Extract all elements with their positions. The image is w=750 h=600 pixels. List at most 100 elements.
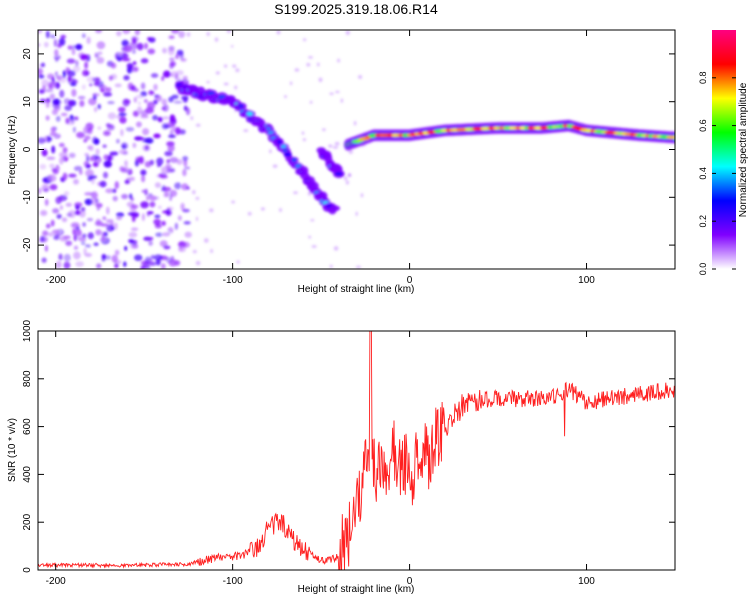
noise-blob <box>173 101 182 104</box>
y-tick-label: 200 <box>22 513 33 530</box>
noise-blob <box>97 159 100 164</box>
faint-blob <box>310 101 313 104</box>
noise-blob <box>66 213 72 217</box>
noise-blob <box>127 63 134 68</box>
noise-blob <box>56 214 61 219</box>
faint-blob <box>248 212 252 216</box>
noise-blob <box>100 85 108 93</box>
faint-blob <box>335 91 340 94</box>
noise-blob <box>144 43 148 50</box>
noise-blob <box>59 38 66 46</box>
faint-blob <box>328 144 333 148</box>
noise-blob <box>57 76 61 80</box>
colorbar-tick-label: 0.0 <box>698 263 708 276</box>
noise-blob <box>71 222 80 228</box>
noise-blob <box>47 73 54 79</box>
noise-blob <box>119 149 128 154</box>
faint-blob <box>204 238 209 243</box>
snr-ylabel: SNR (10 * v/v) <box>7 418 18 482</box>
figure: S199.2025.319.18.06.R14 -200 -100 0 100 201… <box>0 0 750 600</box>
noise-blob <box>170 114 176 122</box>
faint-blob <box>308 56 313 59</box>
noise-blob <box>77 234 86 240</box>
noise-blob <box>127 202 135 207</box>
faint-blob <box>354 121 357 125</box>
noise-blob <box>97 126 101 130</box>
noise-blob <box>42 149 48 156</box>
spectrogram-xlabel: Height of straight line (km) <box>298 284 415 295</box>
noise-blob <box>66 203 72 207</box>
noise-blob <box>50 95 55 99</box>
noise-blob <box>111 63 116 69</box>
noise-blob <box>50 34 55 38</box>
noise-blob <box>106 207 109 215</box>
faint-blob <box>306 63 310 67</box>
noise-blob <box>45 89 54 92</box>
x-tick-label: -200 <box>46 275 66 286</box>
noise-blob <box>76 132 85 138</box>
y-tick-label: 20 <box>22 48 33 60</box>
noise-blob <box>73 252 81 260</box>
noise-blob <box>36 68 43 75</box>
noise-blob <box>86 164 91 169</box>
noise-blob <box>171 28 179 34</box>
noise-blob <box>161 99 167 106</box>
noise-blob <box>136 95 143 99</box>
snr-series-line <box>38 331 674 570</box>
noise-blob <box>103 130 110 135</box>
snr-y-axis: 10008006004002000 <box>22 319 675 572</box>
noise-blob <box>140 265 145 271</box>
noise-blob <box>144 189 147 196</box>
noise-blob <box>177 77 181 80</box>
noise-blob <box>83 248 86 255</box>
noise-blob <box>162 123 169 130</box>
spectrogram-plot-area <box>34 27 679 271</box>
noise-blob <box>50 184 58 190</box>
faint-blob <box>224 83 229 86</box>
noise-blob <box>62 217 67 222</box>
noise-blob <box>132 143 136 148</box>
noise-blob <box>46 223 51 228</box>
noise-blob <box>163 104 169 111</box>
noise-blob <box>120 129 123 136</box>
noise-blob <box>72 49 76 56</box>
noise-blob <box>56 116 61 122</box>
noise-blob <box>108 155 113 161</box>
noise-blob <box>42 258 47 263</box>
noise-blob <box>169 157 178 163</box>
noise-blob <box>92 93 100 97</box>
noise-blob <box>58 254 62 261</box>
faint-blob <box>206 81 209 84</box>
noise-blob <box>168 48 175 55</box>
noise-blob <box>144 99 148 103</box>
noise-blob <box>134 136 143 140</box>
noise-blob <box>158 206 162 209</box>
noise-blob <box>114 263 118 268</box>
noise-blob <box>147 259 153 264</box>
noise-blob <box>154 215 160 219</box>
noise-blob <box>148 90 154 95</box>
faint-blob <box>215 37 219 41</box>
noise-blob <box>158 117 163 122</box>
noise-blob <box>69 101 73 105</box>
noise-blob <box>142 213 145 221</box>
noise-blob <box>166 159 170 163</box>
faint-blob <box>293 191 298 194</box>
noise-blob <box>97 43 104 48</box>
noise-blob <box>163 71 171 78</box>
noise-blob <box>68 174 76 178</box>
noise-blob <box>83 139 87 142</box>
noise-blob <box>162 232 170 236</box>
faint-blob <box>337 59 340 63</box>
noise-blob <box>163 245 170 249</box>
noise-blob <box>104 160 110 166</box>
noise-blob <box>59 152 68 158</box>
noise-blob <box>95 148 99 154</box>
descending-trace-core <box>246 112 252 116</box>
noise-blob <box>75 261 84 267</box>
noise-blob <box>55 71 58 76</box>
noise-blob <box>43 188 49 192</box>
noise-blob <box>124 246 127 251</box>
noise-blob <box>93 242 98 246</box>
noise-blob <box>60 35 66 39</box>
